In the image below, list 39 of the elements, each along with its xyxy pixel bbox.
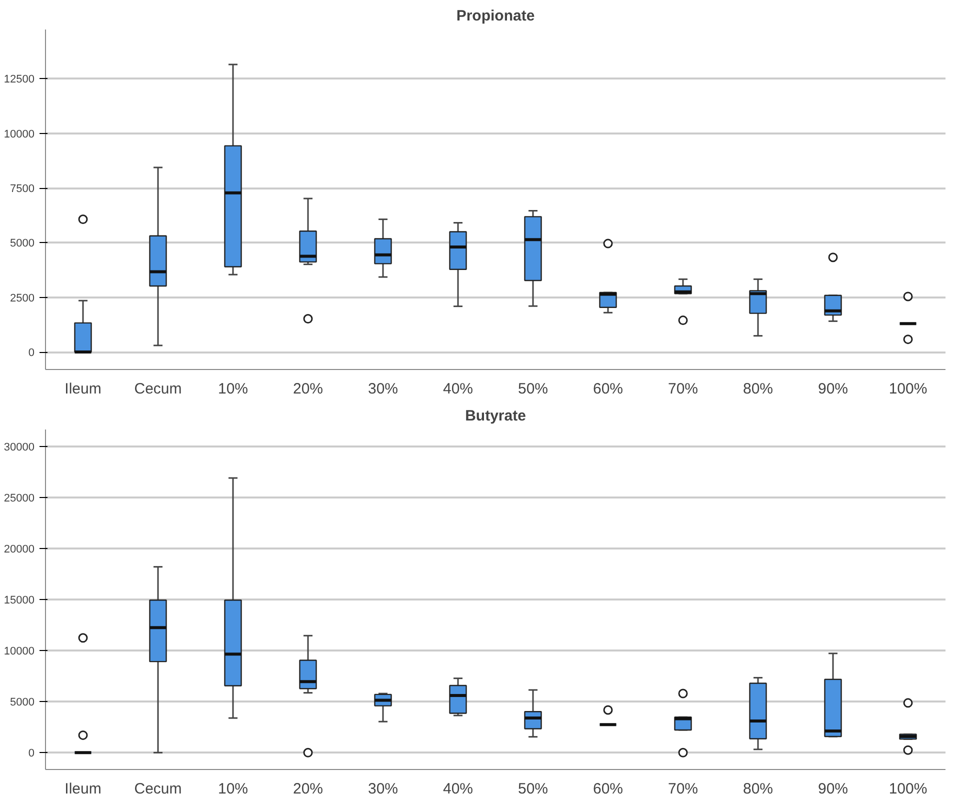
x-tick-label: 70% <box>668 380 698 398</box>
y-tick-label: 2500 <box>10 292 35 304</box>
x-tick-label: 50% <box>518 780 548 798</box>
x-tick-label: 90% <box>818 380 848 398</box>
y-tick-label: 5000 <box>10 238 35 250</box>
x-tick-label: 30% <box>368 780 398 798</box>
x-tick-label: Ileum <box>64 380 102 398</box>
x-tick-label: 80% <box>742 380 774 398</box>
x-tick-label: Cecum <box>134 380 182 398</box>
x-tick-label: Cecum <box>134 780 182 798</box>
x-tick-label: Ileum <box>64 780 102 798</box>
x-tick-label: 40% <box>442 380 474 398</box>
x-tick-label: 100% <box>888 380 928 398</box>
x-tick-label: 10% <box>218 780 248 798</box>
y-tick-label: 25000 <box>4 492 35 504</box>
y-tick-label: 5000 <box>10 696 35 709</box>
x-tick-label: 100% <box>888 780 928 798</box>
x-tick-label: 30% <box>368 380 398 398</box>
y-tick-label: 20000 <box>4 543 35 556</box>
x-tick-label: 70% <box>668 780 698 798</box>
y-tick-label: 30000 <box>4 441 35 454</box>
x-tick-label: 60% <box>592 380 624 398</box>
y-tick-label: 12500 <box>4 74 35 86</box>
x-tick-label: 40% <box>442 780 474 798</box>
x-tick-label: 50% <box>518 380 548 398</box>
y-tick-label: 7500 <box>10 183 35 196</box>
x-tick-label: 60% <box>592 780 624 798</box>
chart-title: Propionate <box>456 8 535 24</box>
x-tick-label: 20% <box>292 780 324 798</box>
x-tick-label: 80% <box>742 780 774 798</box>
y-tick-label: 0 <box>28 347 35 360</box>
y-tick-label: 10000 <box>4 646 35 658</box>
y-tick-label: 0 <box>28 748 35 760</box>
y-tick-label: 15000 <box>4 594 35 606</box>
x-tick-label: 20% <box>292 380 324 398</box>
x-tick-label: 10% <box>218 380 248 398</box>
x-tick-label: 90% <box>818 780 848 798</box>
y-tick-label: 10000 <box>4 128 35 140</box>
chart-title: Butyrate <box>465 408 526 424</box>
